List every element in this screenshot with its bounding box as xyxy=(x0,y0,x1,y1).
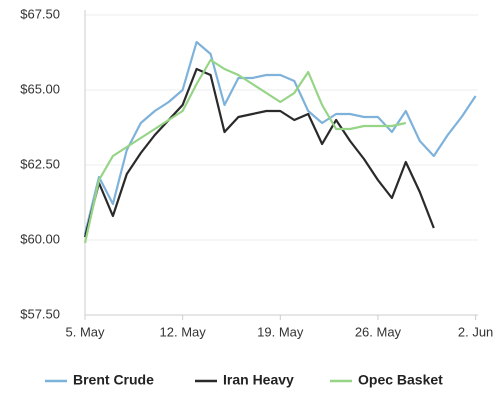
x-tick-label: 26. May xyxy=(355,324,402,339)
series-line xyxy=(83,67,435,238)
y-tick-label: $65.00 xyxy=(20,81,60,96)
x-tick-label: 12. May xyxy=(160,324,207,339)
x-tick-label: 19. May xyxy=(257,324,304,339)
legend-label: Brent Crude xyxy=(73,372,154,388)
y-tick-label: $62.50 xyxy=(20,156,60,171)
x-tick-label: 2. Jun xyxy=(458,324,493,339)
legend: Brent Crude Iran Heavy Opec Basket xyxy=(45,372,443,388)
legend-label: Opec Basket xyxy=(358,372,443,388)
series-line xyxy=(83,58,407,244)
legend-label: Iran Heavy xyxy=(223,372,294,388)
series-line xyxy=(83,40,477,235)
x-tick-label: 5. May xyxy=(65,324,105,339)
y-tick-label: $60.00 xyxy=(20,231,60,246)
y-tick-label: $67.50 xyxy=(20,6,60,21)
y-tick-label: $57.50 xyxy=(20,306,60,321)
